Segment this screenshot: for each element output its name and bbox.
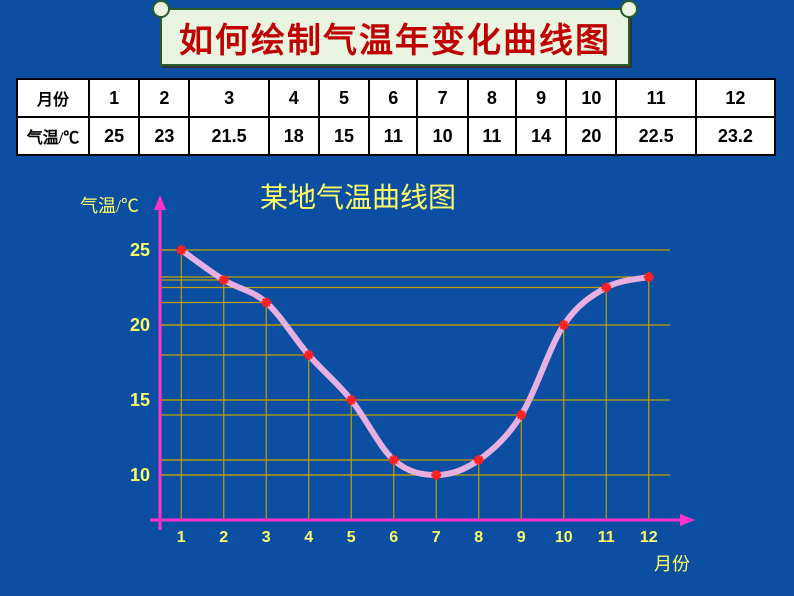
svg-text:6: 6: [389, 529, 398, 546]
cell: 15: [319, 117, 369, 155]
svg-text:1: 1: [177, 529, 186, 546]
svg-text:15: 15: [130, 390, 150, 410]
cell: 21.5: [189, 117, 268, 155]
chart-ylabel: 气温/℃: [80, 192, 139, 218]
chart-svg: 10152025123456789101112: [80, 180, 720, 580]
cell: 3: [189, 79, 268, 117]
svg-text:10: 10: [130, 465, 150, 485]
cell: 10: [566, 79, 616, 117]
cell: 7: [417, 79, 467, 117]
cell: 11: [369, 117, 417, 155]
cell: 23: [139, 117, 189, 155]
svg-text:11: 11: [598, 529, 615, 546]
chart-xlabel: 月份: [654, 550, 690, 576]
cell: 22.5: [616, 117, 695, 155]
cell: 10: [417, 117, 467, 155]
cell: 6: [369, 79, 417, 117]
cell: 11: [616, 79, 695, 117]
cell: 25: [89, 117, 139, 155]
row-header-temp: 气温/℃: [17, 117, 89, 155]
cell: 18: [269, 117, 319, 155]
cell: 9: [516, 79, 566, 117]
svg-text:12: 12: [640, 529, 658, 546]
cell: 5: [319, 79, 369, 117]
row-header-month: 月份: [17, 79, 89, 117]
temperature-chart: 某地气温曲线图 气温/℃ 10152025123456789101112 月份: [80, 180, 720, 580]
cell: 1: [89, 79, 139, 117]
svg-text:7: 7: [432, 529, 441, 546]
svg-text:2: 2: [219, 529, 228, 546]
cell: 14: [516, 117, 566, 155]
svg-text:3: 3: [262, 529, 271, 546]
svg-text:9: 9: [517, 529, 526, 546]
cell: 4: [269, 79, 319, 117]
svg-text:25: 25: [130, 240, 150, 260]
cell: 20: [566, 117, 616, 155]
temperature-data-table: 月份 1 2 3 4 5 6 7 8 9 10 11 12 气温/℃ 25 23…: [16, 78, 776, 156]
page-title: 如何绘制气温年变化曲线图: [179, 13, 611, 62]
svg-text:5: 5: [347, 529, 356, 546]
chart-title: 某地气温曲线图: [260, 176, 456, 216]
title-banner: 如何绘制气温年变化曲线图: [160, 8, 630, 66]
cell: 11: [468, 117, 516, 155]
table-row: 月份 1 2 3 4 5 6 7 8 9 10 11 12: [17, 79, 775, 117]
svg-text:4: 4: [304, 529, 313, 546]
scroll-ornament-left: [152, 0, 170, 18]
table-row: 气温/℃ 25 23 21.5 18 15 11 10 11 14 20 22.…: [17, 117, 775, 155]
svg-text:8: 8: [474, 529, 483, 546]
cell: 12: [696, 79, 775, 117]
scroll-ornament-right: [620, 0, 638, 18]
svg-text:20: 20: [130, 315, 150, 335]
cell: 8: [468, 79, 516, 117]
cell: 23.2: [696, 117, 775, 155]
svg-text:10: 10: [555, 529, 573, 546]
cell: 2: [139, 79, 189, 117]
